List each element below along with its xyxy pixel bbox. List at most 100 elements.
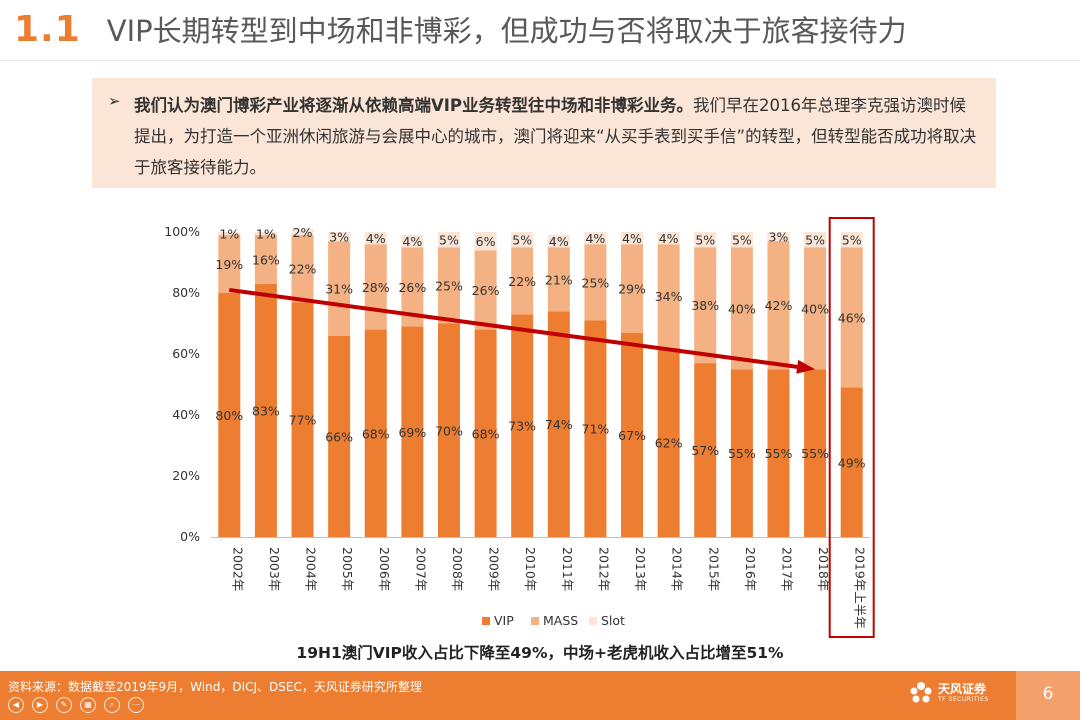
- callout-text: 我们认为澳门博彩产业将逐渐从依赖高端VIP业务转型往中场和非博彩业务。我们早在2…: [134, 90, 980, 183]
- data-label-slot: 2%: [293, 225, 313, 240]
- data-label-mass: 28%: [362, 280, 390, 295]
- data-label-slot: 4%: [402, 234, 422, 249]
- section-number: 1.1: [14, 8, 81, 50]
- bar-slot-2: [291, 228, 314, 236]
- x-tick-label: 2010年: [523, 547, 538, 591]
- bar-slot-11: [621, 232, 644, 245]
- bar-slot-0: [218, 232, 241, 236]
- bar-mass-6: [437, 247, 460, 324]
- logo-cn-text: 天风证券: [938, 681, 987, 696]
- data-label-slot: 5%: [805, 233, 825, 248]
- data-label-vip: 77%: [289, 413, 317, 428]
- bar-slot-12: [657, 232, 680, 245]
- bar-vip-8: [511, 314, 534, 537]
- legend-swatch-mass: [531, 617, 539, 625]
- bar-vip-4: [364, 329, 387, 537]
- page-title: VIP长期转型到中场和非博彩，但成功与否将取决于旅客接待力: [106, 14, 907, 48]
- logo-flower-icon: [910, 682, 932, 703]
- x-tick-label: 2016年: [743, 547, 758, 591]
- data-label-vip: 70%: [435, 423, 463, 438]
- bar-vip-6: [437, 323, 460, 537]
- bar-slot-14: [730, 232, 753, 248]
- bar-mass-12: [657, 244, 680, 348]
- data-label-vip: 55%: [728, 446, 756, 461]
- bar-vip-7: [474, 329, 497, 537]
- slides-overview-icon[interactable]: ▦: [80, 697, 96, 713]
- data-label-slot: 5%: [512, 233, 532, 248]
- data-label-mass: 25%: [435, 278, 463, 293]
- data-label-slot: 5%: [439, 233, 459, 248]
- data-label-mass: 26%: [398, 280, 426, 295]
- x-tick-label: 2014年: [670, 547, 685, 591]
- bar-slot-3: [328, 232, 351, 242]
- next-slide-icon[interactable]: ▶: [32, 697, 48, 713]
- data-label-vip: 69%: [398, 425, 426, 440]
- bar-vip-3: [328, 335, 351, 537]
- data-label-mass: 16%: [252, 252, 280, 267]
- x-tick-label: 2008年: [450, 547, 465, 591]
- data-label-mass: 42%: [765, 298, 793, 313]
- bar-mass-3: [328, 241, 351, 336]
- bar-vip-17: [840, 387, 863, 537]
- data-label-slot: 4%: [549, 234, 569, 249]
- x-tick-label: 2012年: [596, 547, 611, 591]
- more-options-icon[interactable]: ⋯: [128, 697, 144, 713]
- slide-nav-controls: ◀ ▶ ✎ ▦ ⌕ ⋯: [8, 697, 144, 713]
- data-label-slot: 5%: [732, 233, 752, 248]
- x-tick-label: 2015年: [706, 547, 721, 591]
- bar-slot-8: [511, 232, 534, 248]
- callout-normal-text: 我们早在2016年总理李克强访澳时候提出，为打造一个亚洲休闲旅游与会展中心的城市…: [134, 96, 977, 177]
- data-label-vip: 80%: [215, 408, 243, 423]
- stacked-bar-chart: 0% 20% 40% 60% 80% 100% 80% 19% 1% 83% 16% 1% 77% 22%…: [164, 217, 875, 638]
- zoom-icon[interactable]: ⌕: [104, 697, 120, 713]
- bar-vip-16: [804, 369, 827, 537]
- data-label-mass: 22%: [508, 274, 536, 289]
- legend-label-vip: VIP: [494, 613, 514, 628]
- bar-mass-5: [401, 247, 424, 327]
- data-label-vip: 83%: [252, 403, 280, 418]
- y-tick-label: 0%: [180, 529, 200, 544]
- bar-slot-17: [840, 232, 863, 248]
- x-tick-label: 2004年: [304, 547, 319, 591]
- bar-vip-13: [694, 363, 717, 537]
- data-label-vip: 57%: [691, 443, 719, 458]
- data-label-mass: 19%: [215, 257, 243, 272]
- data-label-mass: 38%: [691, 298, 719, 313]
- data-label-slot: 4%: [366, 231, 386, 246]
- data-label-slot: 4%: [659, 231, 679, 246]
- bar-mass-10: [584, 244, 607, 321]
- bar-slot-1: [254, 232, 277, 236]
- data-label-slot: 3%: [329, 230, 349, 245]
- bar-slot-7: [474, 232, 497, 251]
- slide-title-wrap: 1.1 VIP长期转型到中场和非博彩，但成功与否将取决于旅客接待力: [14, 6, 907, 52]
- data-label-mass: 21%: [545, 272, 573, 287]
- data-label-vip: 73%: [508, 419, 536, 434]
- x-tick-label: 2009年: [487, 547, 502, 591]
- bar-vip-10: [584, 320, 607, 537]
- data-label-slot: 4%: [622, 231, 642, 246]
- x-tick-label: 2019年上半年: [853, 547, 868, 629]
- data-label-vip: 68%: [362, 426, 390, 441]
- bar-mass-15: [767, 241, 790, 370]
- bar-mass-1: [254, 235, 277, 284]
- data-label-vip: 55%: [801, 446, 829, 461]
- y-tick-label: 60%: [172, 346, 200, 361]
- x-tick-label: 2005年: [340, 547, 355, 591]
- title-divider: [0, 60, 1080, 61]
- bar-slot-16: [804, 232, 827, 248]
- data-label-vip: 67%: [618, 428, 646, 443]
- bar-mass-2: [291, 235, 314, 303]
- prev-slide-icon[interactable]: ◀: [8, 697, 24, 713]
- x-tick-label: 2017年: [779, 547, 794, 591]
- data-label-mass: 26%: [472, 283, 500, 298]
- bar-mass-11: [621, 244, 644, 333]
- data-label-vip: 68%: [472, 426, 500, 441]
- y-tick-label: 20%: [172, 468, 200, 483]
- logo-text: 天风证券 TF SECURITIES: [938, 681, 989, 704]
- data-label-mass: 31%: [325, 281, 353, 296]
- data-label-slot: 1%: [219, 227, 239, 242]
- data-label-slot: 3%: [769, 230, 789, 245]
- company-logo: 天风证券 TF SECURITIES: [908, 680, 989, 706]
- bar-slot-4: [364, 232, 387, 245]
- pen-tool-icon[interactable]: ✎: [56, 697, 72, 713]
